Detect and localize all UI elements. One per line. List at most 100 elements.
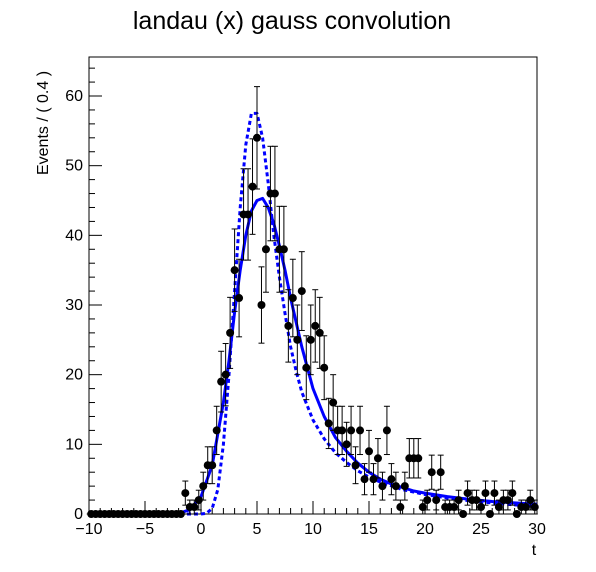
data-point [391,471,400,501]
point-marker [485,510,494,518]
point-marker [311,321,320,330]
data-point [530,499,539,515]
data-point [369,463,378,496]
y-tick-label: 40 [65,227,83,244]
data-point [342,421,351,467]
y-tick-label: 50 [65,158,83,175]
data-point [230,228,239,312]
point-marker [391,482,400,491]
data-point [315,296,324,369]
data-point [436,454,445,490]
point-marker [481,489,490,498]
point-marker [427,468,436,477]
data-point [347,405,356,456]
data-point [306,304,315,376]
x-tick-label: −5 [136,521,154,538]
data-point [270,145,279,242]
data-point [208,446,217,485]
data-point [481,480,490,506]
data-point [235,258,244,338]
data-point [356,405,365,456]
point-marker [360,475,369,484]
data-point [450,499,459,515]
data-point [373,438,382,479]
x-tick-label: −10 [75,521,102,538]
data-point [414,438,423,479]
data-point [485,510,495,518]
point-marker [181,489,190,498]
point-marker [212,426,221,435]
point-marker [176,510,185,518]
point-marker [320,363,329,372]
data-points [86,86,539,518]
data-point [454,489,463,511]
point-marker [351,461,360,470]
point-marker [221,370,230,379]
data-point [432,489,441,511]
point-marker [378,482,387,491]
point-marker [261,245,270,254]
point-marker [190,503,199,512]
data-point [253,86,261,190]
point-marker [284,321,293,330]
point-marker [477,503,485,512]
y-tick-label: 60 [65,88,83,105]
x-tick-label: 15 [360,521,378,538]
data-point [387,463,396,496]
point-marker [396,503,405,512]
data-point [503,489,512,511]
data-point [194,489,203,511]
data-point [494,499,503,515]
data-point [378,471,387,501]
point-marker [315,328,324,337]
data-point [458,510,468,518]
y-tick-label: 30 [65,297,83,314]
data-point [212,405,221,456]
data-point [521,499,530,515]
data-point [221,343,230,407]
point-marker [463,489,472,498]
data-point [382,405,391,456]
chart-title: landau (x) gauss convolution [133,7,451,35]
point-marker [400,482,409,491]
x-tick-label: 10 [304,521,322,538]
y-tick-label: 0 [74,506,83,523]
point-marker [356,426,365,435]
point-marker [253,133,261,142]
x-tick-label: 5 [253,521,262,538]
data-point [324,397,333,450]
data-point [181,480,190,506]
point-marker [373,454,382,463]
data-point [261,205,270,293]
data-point [400,471,409,501]
point-marker [365,447,373,456]
point-marker [297,287,306,296]
point-marker [508,489,517,498]
curves [89,111,538,516]
data-point [396,499,405,515]
point-marker [530,503,539,512]
data-point [338,405,347,456]
data-point [365,429,373,473]
point-marker [512,510,521,518]
point-marker [279,245,288,254]
x-tick-label: 30 [528,521,546,538]
data-point [311,289,320,363]
point-marker [526,496,535,505]
data-point [217,350,226,413]
point-marker [459,510,468,518]
point-marker [217,377,226,386]
x-tick-label: 0 [197,521,206,538]
data-point [244,168,253,261]
data-point [351,446,360,485]
x-tick-label: 25 [472,521,490,538]
data-point [490,480,499,506]
point-marker [302,363,311,372]
point-marker [288,294,297,303]
point-marker [244,210,253,219]
data-point [329,374,338,431]
data-point [226,296,235,369]
y-tick-label: 20 [65,367,83,384]
data-point [288,258,297,338]
